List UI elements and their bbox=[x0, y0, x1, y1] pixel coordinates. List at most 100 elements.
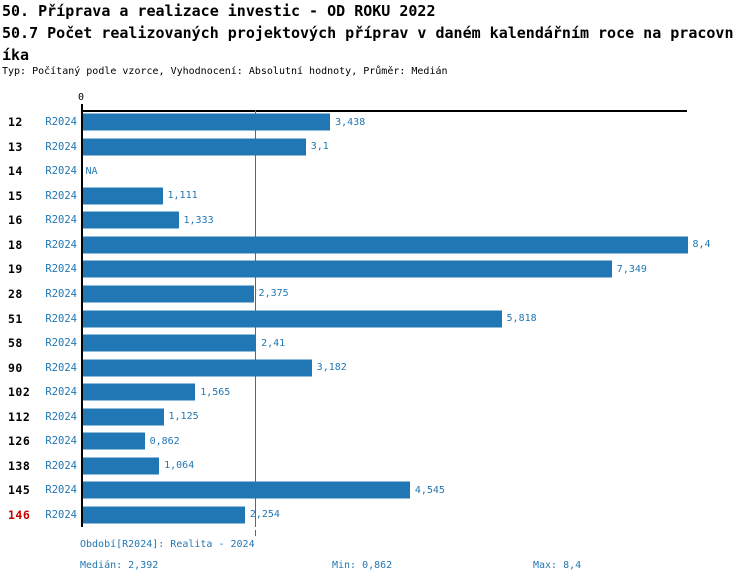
bar-zone: 1,333 bbox=[82, 211, 750, 229]
row-series-label: R2024 bbox=[45, 386, 77, 399]
chart-row: 16 R2024 1,333 bbox=[0, 208, 750, 233]
chart-row: 58 R2024 2,41 bbox=[0, 331, 750, 356]
bar bbox=[82, 383, 196, 401]
chart-row: 13 R2024 3,1 bbox=[0, 135, 750, 160]
row-series-label: R2024 bbox=[45, 165, 77, 178]
bar-value-label: 3,438 bbox=[335, 116, 366, 128]
chart-row: 126 R2024 0,862 bbox=[0, 429, 750, 454]
footer-period: Období[R2024]: Realita - 2024 bbox=[80, 539, 255, 550]
x-axis-line bbox=[81, 110, 687, 112]
bar-zone: 1,064 bbox=[82, 457, 750, 475]
row-series-label: R2024 bbox=[45, 312, 77, 325]
chart-row: 18 R2024 8,4 bbox=[0, 233, 750, 258]
report-subtitle: Typ: Počítaný podle vzorce, Vyhodnocení:… bbox=[2, 66, 448, 77]
bar-value-label: 7,349 bbox=[616, 263, 647, 275]
bar bbox=[82, 506, 245, 524]
bar bbox=[82, 359, 312, 377]
bar bbox=[82, 138, 306, 156]
row-number-label: 13 bbox=[8, 139, 23, 154]
row-series-label: R2024 bbox=[45, 140, 77, 153]
report-title-line3: íka bbox=[2, 46, 30, 64]
row-series-label: R2024 bbox=[45, 435, 77, 448]
row-number-label: 146 bbox=[8, 507, 31, 522]
bar-zone: 2,41 bbox=[82, 334, 750, 352]
row-number-label: 145 bbox=[8, 483, 31, 498]
chart-row: 112 R2024 1,125 bbox=[0, 404, 750, 429]
bar bbox=[82, 432, 145, 450]
footer-median: Medián: 2,392 bbox=[80, 560, 159, 571]
footer-min: Min: 0,862 bbox=[332, 560, 393, 571]
chart-row: 28 R2024 2,375 bbox=[0, 282, 750, 307]
report-title-line1: 50. Příprava a realizace investic - OD R… bbox=[2, 2, 436, 20]
bar-zone: 4,545 bbox=[82, 481, 750, 499]
bar-zone: 2,254 bbox=[82, 506, 750, 524]
row-series-label: R2024 bbox=[45, 337, 77, 350]
row-series-label: R2024 bbox=[45, 410, 77, 423]
bar-value-label: 5,818 bbox=[506, 313, 537, 325]
chart-row: 14 R2024 NA bbox=[0, 159, 750, 184]
bar bbox=[82, 187, 163, 205]
bar bbox=[82, 113, 331, 131]
row-number-label: 14 bbox=[8, 164, 23, 179]
bar-zone: 7,349 bbox=[82, 260, 750, 278]
chart-row: 145 R2024 4,545 bbox=[0, 478, 750, 503]
bar-zone: 3,1 bbox=[82, 138, 750, 156]
bar-zone: 1,125 bbox=[82, 408, 750, 426]
y-axis-line bbox=[80, 110, 83, 527]
bar bbox=[82, 211, 179, 229]
chart-row: 138 R2024 1,064 bbox=[0, 453, 750, 478]
bar bbox=[82, 310, 502, 328]
bar-zone: 3,182 bbox=[82, 359, 750, 377]
row-number-label: 138 bbox=[8, 458, 31, 473]
row-number-label: 126 bbox=[8, 434, 31, 449]
bar-value-label: 8,4 bbox=[692, 239, 711, 251]
bar bbox=[82, 334, 257, 352]
row-number-label: 18 bbox=[8, 237, 23, 252]
chart-rows: 12 R2024 3,438 13 R2024 3,1 14 R2024 NA 15 R2024 1,… bbox=[0, 110, 750, 527]
bar bbox=[82, 260, 612, 278]
row-number-label: 90 bbox=[8, 360, 23, 375]
bar-zone: 1,111 bbox=[82, 187, 750, 205]
footer-max: Max: 8,4 bbox=[533, 560, 582, 571]
bar-zone: 3,438 bbox=[82, 113, 750, 131]
bar-value-label: 0,862 bbox=[149, 435, 180, 447]
bar-value-label: 1,333 bbox=[183, 214, 214, 226]
chart-row: 90 R2024 3,182 bbox=[0, 355, 750, 380]
row-series-label: R2024 bbox=[45, 508, 77, 521]
row-series-label: R2024 bbox=[45, 214, 77, 227]
bar-value-label: 3,182 bbox=[316, 362, 347, 374]
bar-zone: 2,375 bbox=[82, 285, 750, 303]
bar-value-label: 4,545 bbox=[414, 484, 445, 496]
row-series-label: R2024 bbox=[45, 263, 77, 276]
row-number-label: 12 bbox=[8, 115, 23, 130]
bar bbox=[82, 457, 160, 475]
bar-zone: 8,4 bbox=[82, 236, 750, 254]
bar-na-label: NA bbox=[85, 165, 98, 177]
x-axis-zero-label: 0 bbox=[77, 92, 85, 103]
chart-row: 102 R2024 1,565 bbox=[0, 380, 750, 405]
row-number-label: 15 bbox=[8, 188, 23, 203]
row-number-label: 102 bbox=[8, 385, 31, 400]
chart-row: 12 R2024 3,438 bbox=[0, 110, 750, 135]
bar bbox=[82, 408, 164, 426]
row-series-label: R2024 bbox=[45, 238, 77, 251]
bar-value-label: 1,064 bbox=[164, 460, 195, 472]
row-number-label: 16 bbox=[8, 213, 23, 228]
row-number-label: 58 bbox=[8, 336, 23, 351]
row-series-label: R2024 bbox=[45, 189, 77, 202]
bar-value-label: 3,1 bbox=[310, 141, 329, 153]
row-series-label: R2024 bbox=[45, 287, 77, 300]
bar-zone: 5,818 bbox=[82, 310, 750, 328]
bar-value-label: 2,41 bbox=[261, 337, 286, 349]
bar-zone: 1,565 bbox=[82, 383, 750, 401]
bar-value-label: 1,565 bbox=[200, 386, 231, 398]
bar bbox=[82, 285, 254, 303]
row-series-label: R2024 bbox=[45, 484, 77, 497]
report-title-line2: 50.7 Počet realizovaných projektových př… bbox=[2, 24, 734, 42]
bar-value-label: 1,111 bbox=[167, 190, 198, 202]
row-number-label: 112 bbox=[8, 409, 31, 424]
chart-row: 51 R2024 5,818 bbox=[0, 306, 750, 331]
bar bbox=[82, 481, 410, 499]
bar-value-label: 2,254 bbox=[249, 509, 280, 521]
